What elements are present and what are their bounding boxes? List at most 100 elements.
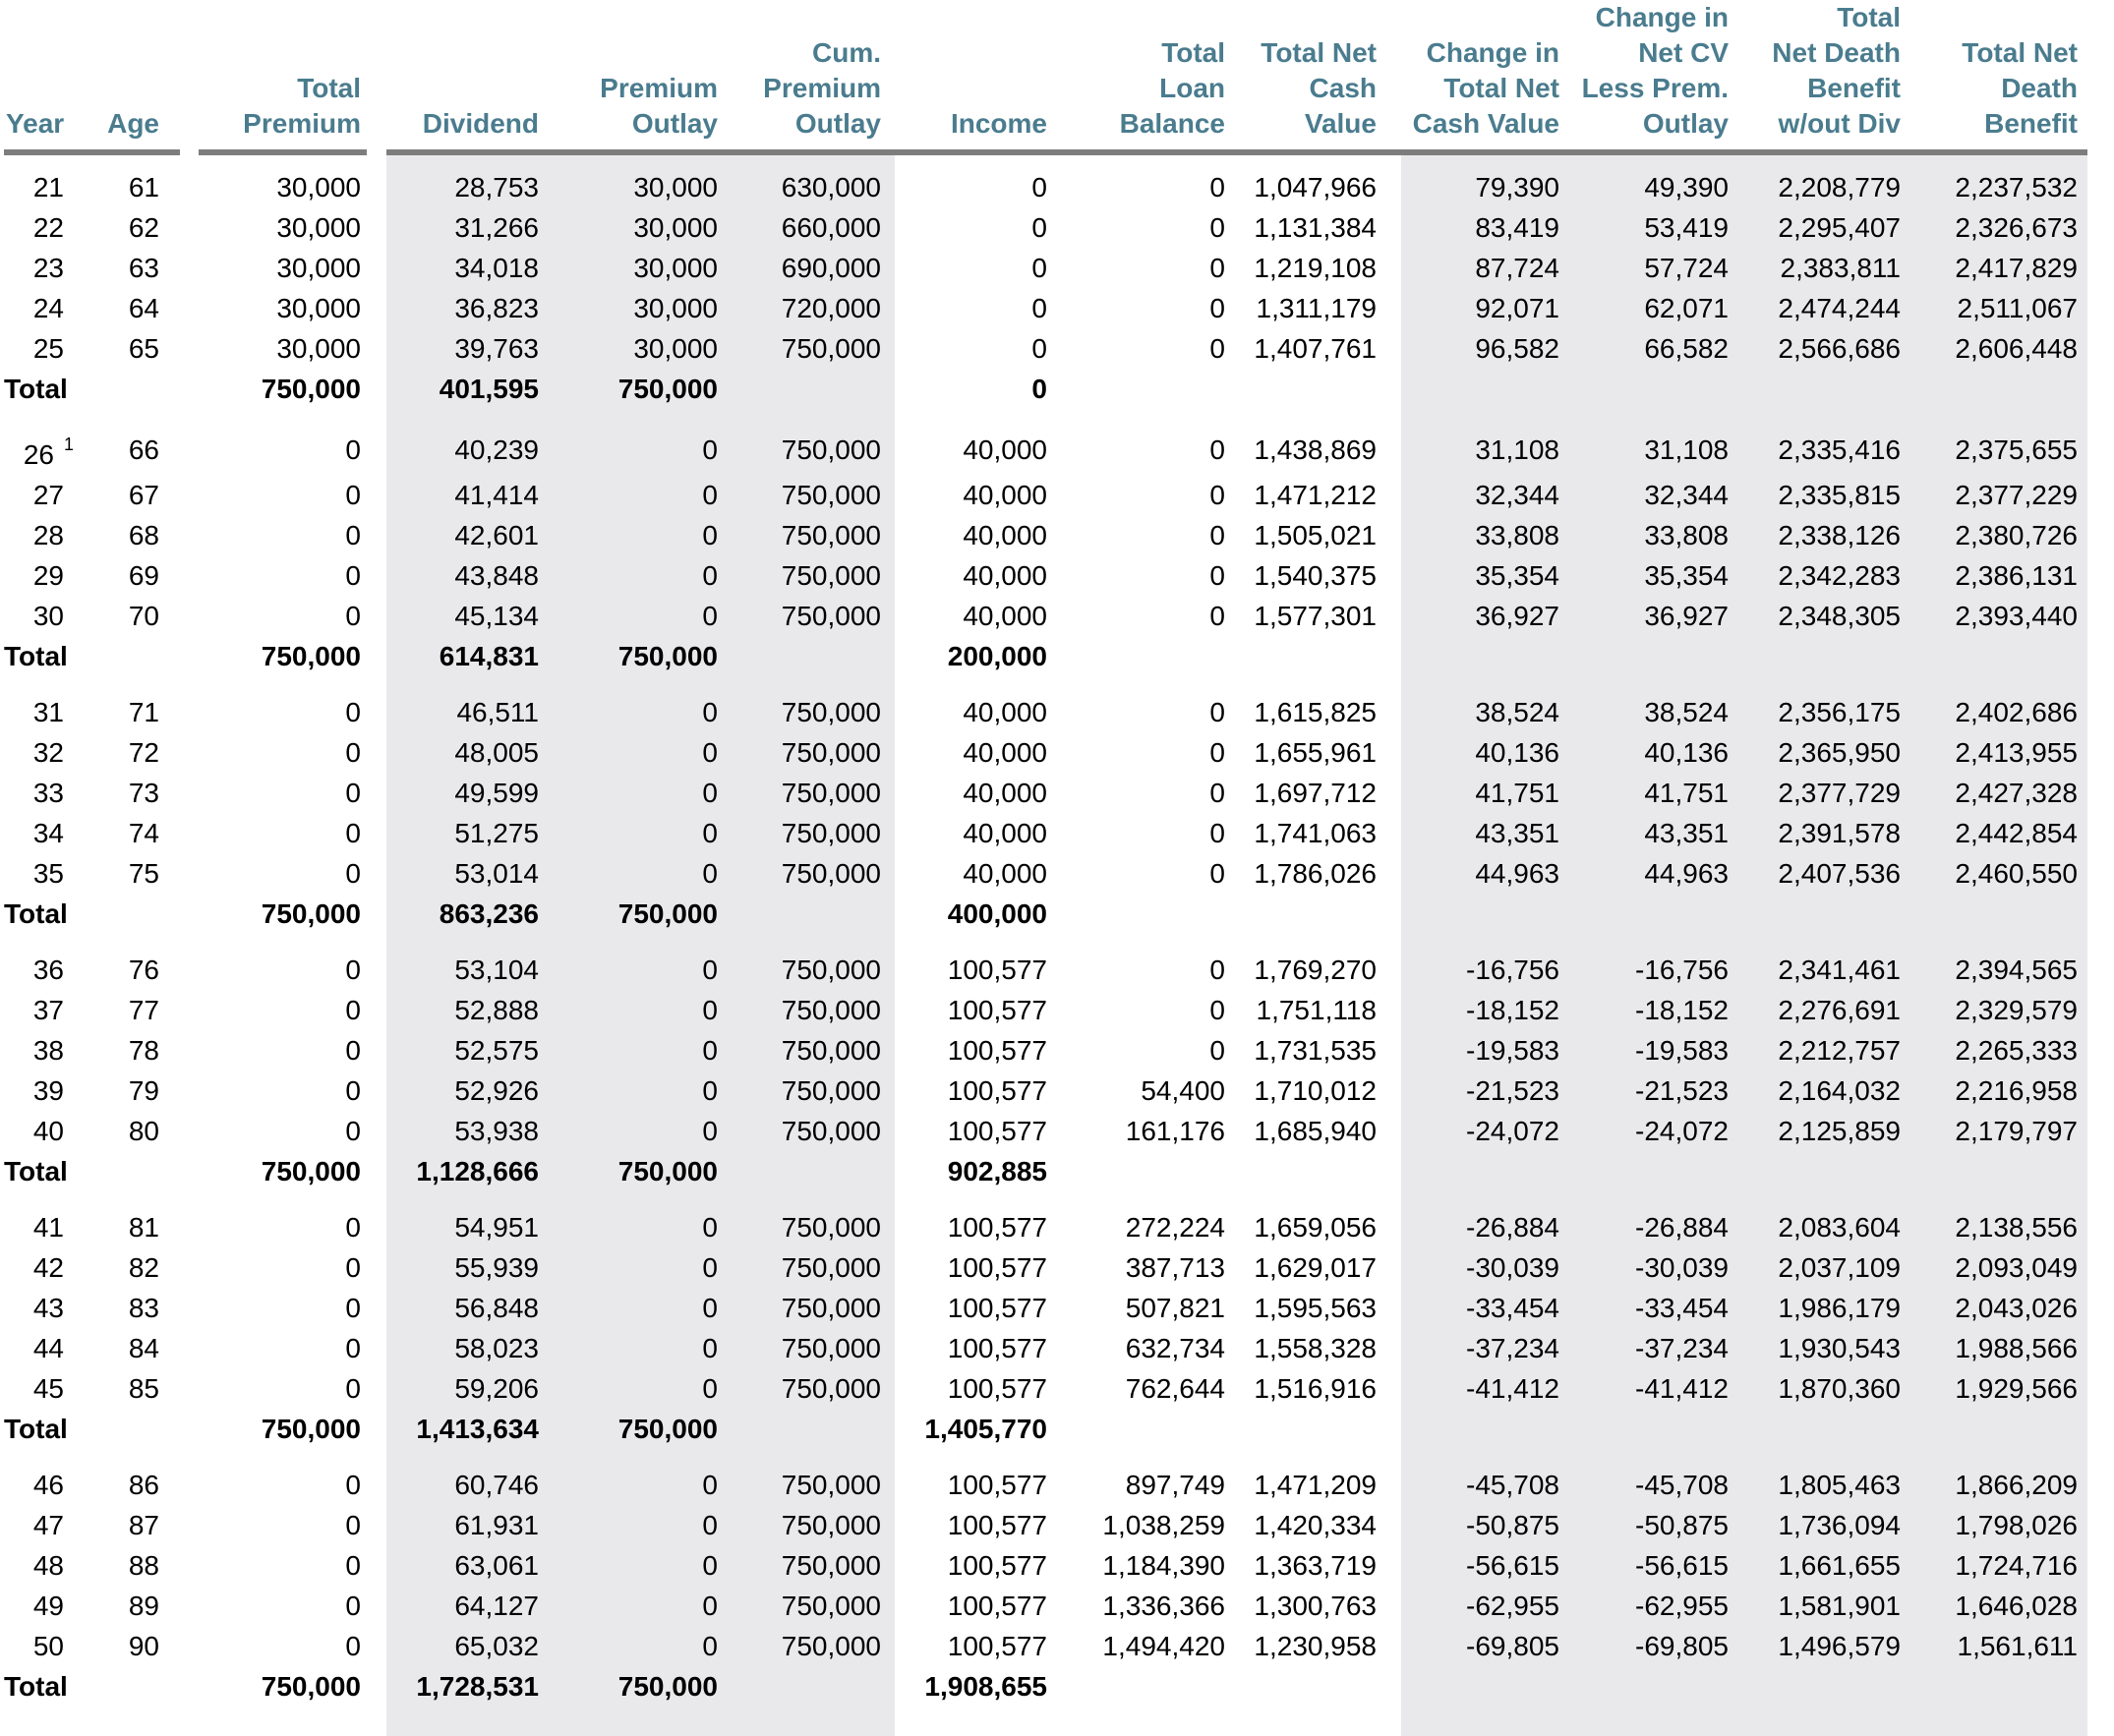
column-header-age: Age <box>107 108 159 139</box>
table-row: 22 62 30,000 31,266 30,000 660,000 0 0 1,131,384… <box>0 207 2087 248</box>
cell-cum_premium_outlay: 750,000 <box>730 950 895 990</box>
total-cell-total_net_death_benefit_wout_div <box>1740 369 1912 409</box>
cell-total_net_death_benefit: 2,265,333 <box>1912 1030 2087 1071</box>
cell-total_premium: 0 <box>345 1293 361 1323</box>
cell-total_net_death_benefit_wout_div: 2,335,815 <box>1740 475 1912 515</box>
total-cell-dividend: 1,413,634 <box>386 1409 551 1449</box>
column-header-total_net_death_benefit_wout_div: Total Net Death Benefit w/out Div <box>1772 2 1901 139</box>
spacer-cell <box>1912 1191 2087 1207</box>
cell-total_loan_balance: 272,224 <box>1125 1212 1225 1243</box>
total-cell-premium_outlay: 750,000 <box>551 636 730 676</box>
cell-total_loan_balance: 0 <box>1209 955 1225 985</box>
spacer-cell <box>730 934 895 950</box>
cell-change_in_net_cv_less_prem_outlay: 44,963 <box>1571 853 1740 894</box>
cell-age: 66 <box>128 434 159 465</box>
cell-total_net_cash_value: 1,786,026 <box>1254 858 1377 889</box>
cell-change_in_total_net_cash_value: -50,875 <box>1401 1505 1571 1545</box>
cell-total_net_death_benefit_wout_div: 2,208,779 <box>1740 167 1912 207</box>
cell-dividend: 61,931 <box>386 1505 551 1545</box>
cell-change_in_total_net_cash_value: 33,808 <box>1401 515 1571 555</box>
cell-total_premium: 0 <box>345 1631 361 1661</box>
cell-dividend: 45,134 <box>386 596 551 636</box>
cell-change_in_total_net_cash_value: 36,927 <box>1401 596 1571 636</box>
cell-dividend: 49,599 <box>386 773 551 813</box>
cell-cum_premium_outlay: 750,000 <box>730 515 895 555</box>
cell-total_loan_balance: 0 <box>1209 737 1225 768</box>
cell-income: 100,577 <box>947 995 1047 1025</box>
cell-total_net_death_benefit_wout_div: 2,474,244 <box>1740 288 1912 328</box>
cell-total_net_death_benefit: 2,393,440 <box>1912 596 2087 636</box>
cell-total_loan_balance: 632,734 <box>1125 1333 1225 1363</box>
cell-change_in_net_cv_less_prem_outlay: 32,344 <box>1571 475 1740 515</box>
cell-income: 100,577 <box>947 1252 1047 1283</box>
cell-cum_premium_outlay: 750,000 <box>730 773 895 813</box>
cell-total_net_cash_value: 1,438,869 <box>1254 434 1377 465</box>
cell-age: 62 <box>128 212 159 243</box>
table-row: 50 90 0 65,032 0 750,000 100,577 1,494,420 1,230… <box>0 1626 2087 1666</box>
spacer-cell <box>167 676 386 692</box>
cell-dividend: 56,848 <box>386 1288 551 1328</box>
cell-total_net_death_benefit_wout_div: 1,661,655 <box>1740 1545 1912 1586</box>
cell-premium_outlay: 0 <box>551 1030 730 1071</box>
header-rule-premium <box>167 149 386 155</box>
cell-total_net_cash_value: 1,741,063 <box>1254 818 1377 848</box>
total-label: Total <box>4 374 68 404</box>
cell-total_premium: 0 <box>345 818 361 848</box>
cell-year: 29 <box>32 560 64 591</box>
spacer-cell <box>72 409 167 425</box>
spacer-cell <box>1912 155 2087 167</box>
cell-total_net_death_benefit_wout_div: 2,566,686 <box>1740 328 1912 369</box>
cell-total_net_death_benefit_wout_div: 1,930,543 <box>1740 1328 1912 1368</box>
cell-age: 65 <box>128 333 159 364</box>
cell-total_premium: 0 <box>345 1510 361 1540</box>
cell-premium_outlay: 0 <box>551 692 730 732</box>
table-row: 46 86 0 60,746 0 750,000 100,577 897,749 1,471,2… <box>0 1465 2087 1505</box>
table-row: 49 89 0 64,127 0 750,000 100,577 1,336,366 1,300… <box>0 1586 2087 1626</box>
cell-total_net_death_benefit_wout_div: 2,125,859 <box>1740 1111 1912 1151</box>
cell-premium_outlay: 0 <box>551 1465 730 1505</box>
cell-cum_premium_outlay: 750,000 <box>730 1207 895 1247</box>
cell-income: 100,577 <box>947 955 1047 985</box>
cell-change_in_net_cv_less_prem_outlay: 38,524 <box>1571 692 1740 732</box>
spacer-cell <box>551 1707 730 1736</box>
total-label: Total <box>4 1414 68 1444</box>
cell-total_net_death_benefit_wout_div: 2,164,032 <box>1740 1071 1912 1111</box>
total-cell-income: 0 <box>1031 374 1047 404</box>
cell-total_net_cash_value: 1,363,719 <box>1254 1550 1377 1581</box>
total-cell-change_in_net_cv_less_prem_outlay <box>1571 1666 1740 1707</box>
cell-change_in_total_net_cash_value: -16,756 <box>1401 950 1571 990</box>
cell-total_net_death_benefit: 2,427,328 <box>1912 773 2087 813</box>
cell-change_in_net_cv_less_prem_outlay: -30,039 <box>1571 1247 1740 1288</box>
cell-age: 86 <box>128 1470 159 1500</box>
total-cell-total_net_cash_value <box>1237 636 1401 676</box>
cell-cum_premium_outlay: 720,000 <box>730 288 895 328</box>
cell-premium_outlay: 0 <box>551 1328 730 1368</box>
cell-change_in_total_net_cash_value: 32,344 <box>1401 475 1571 515</box>
cell-year: 26 1 <box>0 425 74 475</box>
table-row: 40 80 0 53,938 0 750,000 100,577 161,176 1,685,9… <box>0 1111 2087 1151</box>
cell-total_net_death_benefit: 2,326,673 <box>1912 207 2087 248</box>
spacer-cell <box>1059 1449 1237 1465</box>
spacer-cell <box>72 155 167 167</box>
cell-cum_premium_outlay: 630,000 <box>730 167 895 207</box>
cell-total_net_cash_value: 1,420,334 <box>1254 1510 1377 1540</box>
cell-dividend: 54,951 <box>386 1207 551 1247</box>
cell-dividend: 41,414 <box>386 475 551 515</box>
total-cell-change_in_total_net_cash_value <box>1401 636 1571 676</box>
cell-total_net_cash_value: 1,311,179 <box>1256 293 1378 323</box>
spacer-cell <box>551 155 730 167</box>
cell-total_premium: 0 <box>345 1470 361 1500</box>
cell-dividend: 42,601 <box>386 515 551 555</box>
cell-year: 28 <box>32 520 64 550</box>
spacer-cell <box>167 934 386 950</box>
spacer-cell <box>72 934 167 950</box>
spacer-cell <box>895 1191 1059 1207</box>
cell-total_premium: 30,000 <box>276 212 361 243</box>
cell-change_in_net_cv_less_prem_outlay: 57,724 <box>1571 248 1740 288</box>
spacer-cell <box>1912 409 2087 425</box>
spacer-cell <box>895 1449 1059 1465</box>
cell-cum_premium_outlay: 750,000 <box>730 425 895 475</box>
cell-total_premium: 30,000 <box>276 333 361 364</box>
table-row: 45 85 0 59,206 0 750,000 100,577 762,644 1,516,9… <box>0 1368 2087 1409</box>
